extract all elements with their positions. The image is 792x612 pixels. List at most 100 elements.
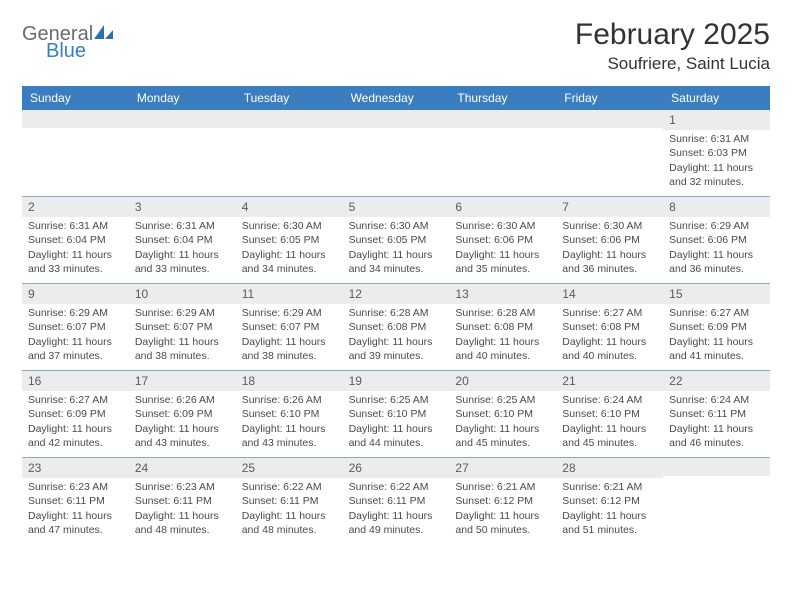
day-number: 13 — [449, 284, 556, 304]
day-cell — [663, 458, 770, 544]
day-cell: 25Sunrise: 6:22 AMSunset: 6:11 PMDayligh… — [236, 458, 343, 544]
day-cell: 11Sunrise: 6:29 AMSunset: 6:07 PMDayligh… — [236, 284, 343, 370]
week-row: 2Sunrise: 6:31 AMSunset: 6:04 PMDaylight… — [22, 196, 770, 283]
sunset-text: Sunset: 6:11 PM — [135, 494, 230, 508]
day-details: Sunrise: 6:28 AMSunset: 6:08 PMDaylight:… — [343, 304, 450, 369]
day-details: Sunrise: 6:24 AMSunset: 6:11 PMDaylight:… — [663, 391, 770, 456]
day-number: 11 — [236, 284, 343, 304]
sunset-text: Sunset: 6:06 PM — [669, 233, 764, 247]
sunset-text: Sunset: 6:08 PM — [455, 320, 550, 334]
day-number: 9 — [22, 284, 129, 304]
day-cell: 8Sunrise: 6:29 AMSunset: 6:06 PMDaylight… — [663, 197, 770, 283]
daylight-text: Daylight: 11 hours and 40 minutes. — [562, 335, 657, 363]
day-cell: 23Sunrise: 6:23 AMSunset: 6:11 PMDayligh… — [22, 458, 129, 544]
day-number — [129, 110, 236, 128]
location-subtitle: Soufriere, Saint Lucia — [575, 54, 770, 74]
day-details: Sunrise: 6:25 AMSunset: 6:10 PMDaylight:… — [343, 391, 450, 456]
daylight-text: Daylight: 11 hours and 45 minutes. — [455, 422, 550, 450]
day-number: 10 — [129, 284, 236, 304]
day-details: Sunrise: 6:29 AMSunset: 6:06 PMDaylight:… — [663, 217, 770, 282]
day-number: 19 — [343, 371, 450, 391]
sunset-text: Sunset: 6:10 PM — [349, 407, 444, 421]
day-number: 27 — [449, 458, 556, 478]
day-number: 22 — [663, 371, 770, 391]
day-number: 14 — [556, 284, 663, 304]
day-details: Sunrise: 6:22 AMSunset: 6:11 PMDaylight:… — [343, 478, 450, 543]
sunrise-text: Sunrise: 6:30 AM — [455, 219, 550, 233]
day-details: Sunrise: 6:26 AMSunset: 6:10 PMDaylight:… — [236, 391, 343, 456]
day-cell: 1Sunrise: 6:31 AMSunset: 6:03 PMDaylight… — [663, 110, 770, 196]
day-cell: 26Sunrise: 6:22 AMSunset: 6:11 PMDayligh… — [343, 458, 450, 544]
day-details: Sunrise: 6:30 AMSunset: 6:05 PMDaylight:… — [343, 217, 450, 282]
day-details: Sunrise: 6:23 AMSunset: 6:11 PMDaylight:… — [22, 478, 129, 543]
day-cell: 13Sunrise: 6:28 AMSunset: 6:08 PMDayligh… — [449, 284, 556, 370]
weekday-header: Friday — [556, 86, 663, 110]
week-row: 23Sunrise: 6:23 AMSunset: 6:11 PMDayligh… — [22, 457, 770, 544]
week-row: 9Sunrise: 6:29 AMSunset: 6:07 PMDaylight… — [22, 283, 770, 370]
day-number — [22, 110, 129, 128]
day-details: Sunrise: 6:21 AMSunset: 6:12 PMDaylight:… — [556, 478, 663, 543]
day-details: Sunrise: 6:27 AMSunset: 6:08 PMDaylight:… — [556, 304, 663, 369]
daylight-text: Daylight: 11 hours and 42 minutes. — [28, 422, 123, 450]
day-details: Sunrise: 6:30 AMSunset: 6:06 PMDaylight:… — [556, 217, 663, 282]
day-number: 17 — [129, 371, 236, 391]
day-cell: 7Sunrise: 6:30 AMSunset: 6:06 PMDaylight… — [556, 197, 663, 283]
sunrise-text: Sunrise: 6:23 AM — [28, 480, 123, 494]
daylight-text: Daylight: 11 hours and 33 minutes. — [135, 248, 230, 276]
day-number: 3 — [129, 197, 236, 217]
sunrise-text: Sunrise: 6:31 AM — [135, 219, 230, 233]
sunrise-text: Sunrise: 6:24 AM — [562, 393, 657, 407]
day-number — [556, 110, 663, 128]
day-cell: 17Sunrise: 6:26 AMSunset: 6:09 PMDayligh… — [129, 371, 236, 457]
daylight-text: Daylight: 11 hours and 51 minutes. — [562, 509, 657, 537]
week-row: 16Sunrise: 6:27 AMSunset: 6:09 PMDayligh… — [22, 370, 770, 457]
sunrise-text: Sunrise: 6:21 AM — [455, 480, 550, 494]
sunrise-text: Sunrise: 6:30 AM — [349, 219, 444, 233]
header: General Blue February 2025 Soufriere, Sa… — [22, 18, 770, 74]
day-number: 7 — [556, 197, 663, 217]
sunrise-text: Sunrise: 6:27 AM — [669, 306, 764, 320]
day-cell: 28Sunrise: 6:21 AMSunset: 6:12 PMDayligh… — [556, 458, 663, 544]
day-details: Sunrise: 6:28 AMSunset: 6:08 PMDaylight:… — [449, 304, 556, 369]
daylight-text: Daylight: 11 hours and 50 minutes. — [455, 509, 550, 537]
sunset-text: Sunset: 6:12 PM — [455, 494, 550, 508]
day-number: 26 — [343, 458, 450, 478]
sunset-text: Sunset: 6:11 PM — [28, 494, 123, 508]
daylight-text: Daylight: 11 hours and 41 minutes. — [669, 335, 764, 363]
day-number: 20 — [449, 371, 556, 391]
day-cell: 12Sunrise: 6:28 AMSunset: 6:08 PMDayligh… — [343, 284, 450, 370]
weekday-header: Thursday — [449, 86, 556, 110]
daylight-text: Daylight: 11 hours and 34 minutes. — [242, 248, 337, 276]
weekday-header: Tuesday — [236, 86, 343, 110]
day-cell: 24Sunrise: 6:23 AMSunset: 6:11 PMDayligh… — [129, 458, 236, 544]
sunrise-text: Sunrise: 6:26 AM — [242, 393, 337, 407]
weeks-container: 1Sunrise: 6:31 AMSunset: 6:03 PMDaylight… — [22, 110, 770, 544]
day-details: Sunrise: 6:31 AMSunset: 6:04 PMDaylight:… — [129, 217, 236, 282]
daylight-text: Daylight: 11 hours and 38 minutes. — [135, 335, 230, 363]
day-details: Sunrise: 6:25 AMSunset: 6:10 PMDaylight:… — [449, 391, 556, 456]
sunset-text: Sunset: 6:11 PM — [242, 494, 337, 508]
day-cell — [343, 110, 450, 196]
sunrise-text: Sunrise: 6:29 AM — [242, 306, 337, 320]
day-number — [236, 110, 343, 128]
day-cell: 18Sunrise: 6:26 AMSunset: 6:10 PMDayligh… — [236, 371, 343, 457]
sunset-text: Sunset: 6:10 PM — [562, 407, 657, 421]
day-number: 2 — [22, 197, 129, 217]
day-cell: 15Sunrise: 6:27 AMSunset: 6:09 PMDayligh… — [663, 284, 770, 370]
daylight-text: Daylight: 11 hours and 48 minutes. — [135, 509, 230, 537]
sunset-text: Sunset: 6:11 PM — [669, 407, 764, 421]
day-details — [343, 128, 450, 136]
day-details: Sunrise: 6:22 AMSunset: 6:11 PMDaylight:… — [236, 478, 343, 543]
day-cell: 22Sunrise: 6:24 AMSunset: 6:11 PMDayligh… — [663, 371, 770, 457]
day-number — [343, 110, 450, 128]
day-details: Sunrise: 6:27 AMSunset: 6:09 PMDaylight:… — [663, 304, 770, 369]
sunset-text: Sunset: 6:06 PM — [562, 233, 657, 247]
day-number: 4 — [236, 197, 343, 217]
day-cell — [556, 110, 663, 196]
day-cell: 3Sunrise: 6:31 AMSunset: 6:04 PMDaylight… — [129, 197, 236, 283]
weekday-header: Wednesday — [343, 86, 450, 110]
calendar-page: General Blue February 2025 Soufriere, Sa… — [0, 0, 792, 562]
day-details: Sunrise: 6:23 AMSunset: 6:11 PMDaylight:… — [129, 478, 236, 543]
daylight-text: Daylight: 11 hours and 34 minutes. — [349, 248, 444, 276]
day-number: 6 — [449, 197, 556, 217]
